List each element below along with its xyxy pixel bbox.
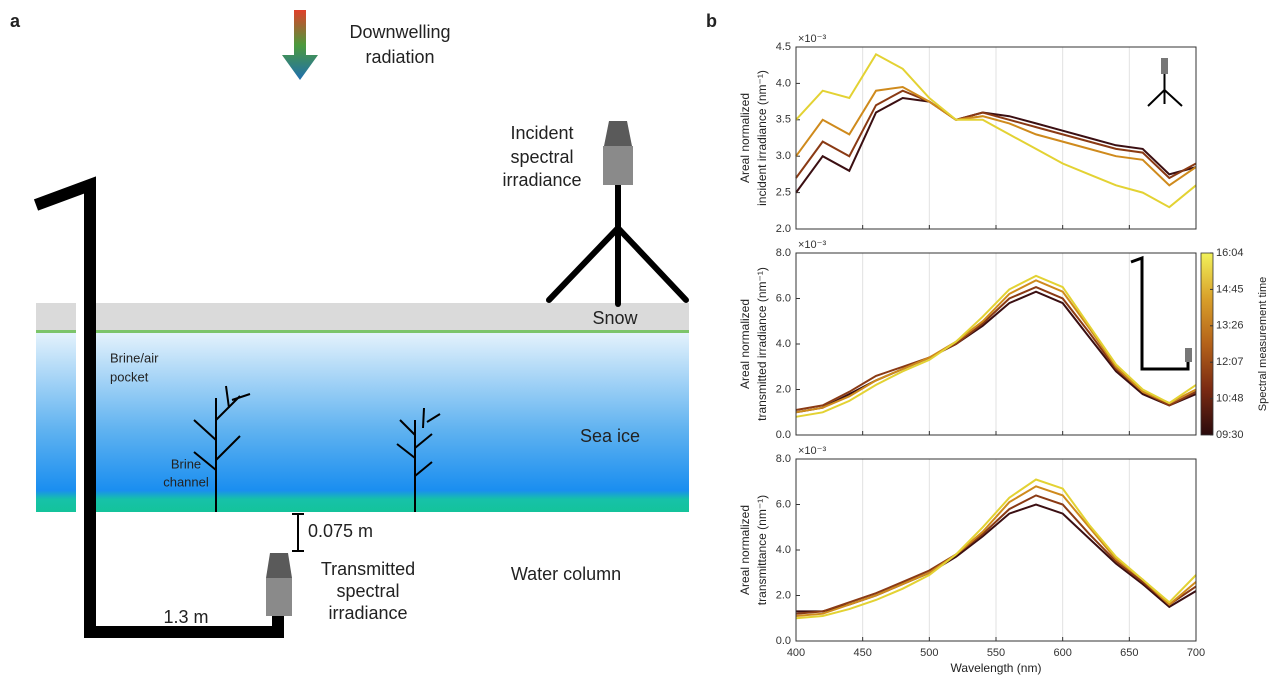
- axes-frame: [795, 458, 1197, 642]
- x-tick-label: 500: [920, 647, 938, 659]
- colorbar-tick-label: 09:30: [1216, 429, 1244, 441]
- sea-ice: [36, 331, 76, 512]
- label: Brine/air: [110, 350, 159, 365]
- tripod: [546, 182, 689, 307]
- label: channel: [163, 474, 209, 489]
- label: irradiance: [328, 603, 407, 623]
- brine-channel: [193, 385, 441, 512]
- sensor-arm: [33, 176, 284, 638]
- x-axis-label: Wavelength (nm): [951, 661, 1042, 675]
- colorbar-tick-label: 10:48: [1216, 393, 1244, 405]
- y-tick-label: 2.0: [776, 223, 791, 235]
- panel-label: b: [706, 11, 717, 31]
- series-line: [795, 52, 1197, 209]
- axes-frame: [795, 252, 1197, 436]
- snow: [36, 303, 76, 331]
- y-tick-label: 0.0: [776, 429, 791, 441]
- sensor-body: [266, 578, 292, 616]
- label: radiation: [365, 47, 434, 67]
- offset-text: ×10⁻³: [798, 239, 826, 251]
- y-tick-label: 4.0: [776, 77, 791, 89]
- snow: [96, 303, 689, 331]
- y-tick-label: 3.5: [776, 114, 791, 126]
- arm-icon: [1130, 255, 1192, 371]
- colorbar-tick-label: 13:26: [1216, 320, 1244, 332]
- y-axis-label: Areal normalized: [738, 505, 752, 595]
- series-line: [795, 494, 1197, 615]
- y-axis-label: transmitted irradiance (nm⁻¹): [755, 267, 769, 421]
- x-tick-label: 650: [1120, 647, 1138, 659]
- series-line: [795, 478, 1197, 620]
- y-tick-label: 6.0: [776, 292, 791, 304]
- colorbar: [1200, 252, 1214, 436]
- label: Water column: [511, 564, 621, 584]
- label: Downwelling: [349, 22, 450, 42]
- y-axis-label: transmittance (nm⁻¹): [755, 495, 769, 605]
- y-tick-label: 2.0: [776, 383, 791, 395]
- y-tick-label: 4.0: [776, 544, 791, 556]
- colorbar-tick-label: 12:07: [1216, 356, 1244, 368]
- series-line: [795, 279, 1197, 414]
- label: Incident: [510, 123, 573, 143]
- series-line: [795, 85, 1197, 187]
- label: Snow: [592, 308, 638, 328]
- x-tick-label: 600: [1053, 647, 1071, 659]
- y-tick-label: 2.5: [776, 187, 791, 199]
- snow-ice-interface: [96, 330, 689, 333]
- x-tick-label: 400: [787, 647, 805, 659]
- colorbar-tick-label: 14:45: [1216, 283, 1244, 295]
- series-line: [795, 89, 1197, 180]
- label: pocket: [110, 369, 149, 384]
- axes-frame: [795, 46, 1197, 230]
- colorbar-label: Spectral measurement time: [1257, 277, 1269, 412]
- y-axis-label: Areal normalized: [738, 299, 752, 389]
- label: spectral: [510, 147, 573, 167]
- y-axis-label: Areal normalized: [738, 93, 752, 183]
- x-tick-label: 450: [853, 647, 871, 659]
- label: Sea ice: [580, 426, 640, 446]
- tripod-icon: [1147, 58, 1183, 107]
- y-tick-label: 2.0: [776, 589, 791, 601]
- series-line: [795, 274, 1197, 418]
- y-axis-label: incident irradiance (nm⁻¹): [755, 70, 769, 206]
- x-tick-label: 700: [1187, 647, 1205, 659]
- radiation-arrow: [282, 10, 318, 80]
- x-tick-label: 550: [987, 647, 1005, 659]
- label: irradiance: [502, 170, 581, 190]
- label: spectral: [336, 581, 399, 601]
- series-line: [795, 96, 1197, 194]
- label: 0.075 m: [308, 521, 373, 541]
- label: Transmitted: [321, 559, 415, 579]
- y-tick-label: 6.0: [776, 498, 791, 510]
- offset-text: ×10⁻³: [798, 445, 826, 457]
- sensor-body: [603, 146, 633, 185]
- y-tick-label: 8.0: [776, 247, 791, 259]
- y-tick-label: 4.0: [776, 338, 791, 350]
- scale-bar: [292, 513, 304, 552]
- label: Brine: [171, 456, 201, 471]
- sensor-head: [604, 121, 632, 146]
- y-tick-label: 3.0: [776, 150, 791, 162]
- y-tick-label: 0.0: [776, 635, 791, 647]
- offset-text: ×10⁻³: [798, 33, 826, 45]
- y-tick-label: 8.0: [776, 453, 791, 465]
- y-tick-label: 4.5: [776, 41, 791, 53]
- snow-ice-interface: [36, 330, 76, 333]
- panel-label: a: [10, 11, 21, 31]
- colorbar-tick-label: 16:04: [1216, 247, 1244, 259]
- label: 1.3 m: [163, 607, 208, 627]
- sensor-head: [266, 553, 292, 578]
